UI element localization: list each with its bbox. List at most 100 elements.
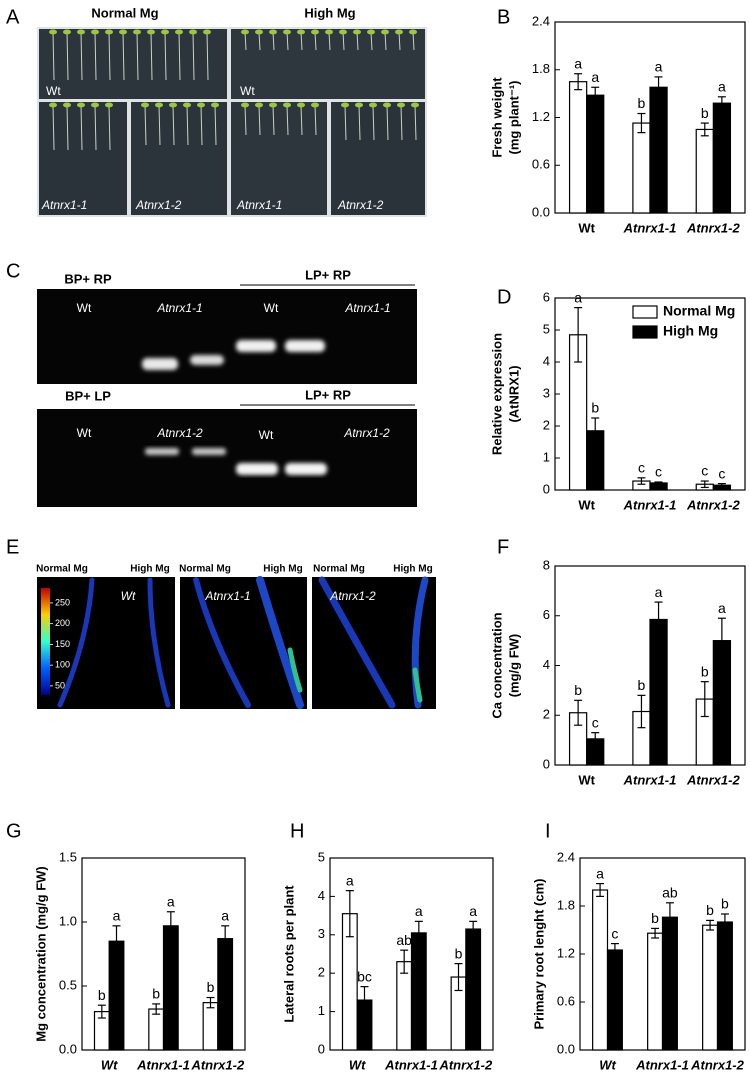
photo-cell — [331, 102, 425, 215]
error-bar — [700, 681, 709, 718]
error-bar — [221, 925, 230, 953]
lane-label: Wt — [77, 426, 92, 440]
seedling-root — [66, 31, 69, 81]
seedling-leaf — [411, 102, 419, 108]
x-tick-label: Atnrx1-2 — [686, 772, 741, 787]
genotype-label: Atnrx1-1 — [236, 198, 282, 212]
bar — [568, 81, 588, 214]
lane-label: Wt — [77, 301, 92, 315]
seedling-root — [122, 31, 125, 81]
primer-label: LP+ RP — [305, 267, 351, 282]
seedling-root — [214, 104, 217, 146]
panel-letter: H — [290, 820, 304, 842]
error-bar — [706, 919, 715, 931]
seedling-root — [94, 31, 97, 81]
band — [236, 340, 276, 352]
colorbar-tick-label: 50 — [55, 680, 65, 690]
y-tick-label: 1.8 — [557, 897, 575, 912]
seedling-root — [384, 31, 387, 51]
seedling-leaf — [91, 29, 99, 35]
y-axis-label: (mg/g FW) — [506, 634, 521, 698]
band — [236, 463, 278, 475]
bar — [695, 128, 714, 214]
root — [412, 667, 423, 703]
y-tick-label: 1.0 — [59, 913, 77, 928]
seedlings — [49, 29, 419, 151]
legend-label: Normal Mg — [663, 303, 735, 319]
y-axis-label: Primary root lenght (cm) — [531, 879, 546, 1030]
panel-letter: G — [6, 820, 22, 842]
root — [256, 576, 304, 709]
y-tick-label: 4 — [543, 657, 550, 672]
genotype-label: Atnrx1-2 — [337, 198, 384, 212]
y-axis-label: (mg plant⁻¹) — [506, 80, 521, 154]
genotype-label: Wt — [240, 84, 255, 98]
significance-letter: b — [98, 987, 106, 1003]
seedling-root — [80, 104, 83, 151]
seedling-root — [52, 104, 55, 151]
error-bar — [654, 601, 663, 638]
significance-letter: b — [638, 677, 646, 693]
error-bar — [414, 920, 423, 946]
y-tick-label: 0.6 — [557, 993, 575, 1008]
bar — [606, 949, 623, 1051]
error-bar — [360, 986, 369, 1015]
error-bar — [610, 942, 619, 958]
seedling-leaf — [283, 29, 291, 35]
seedling-root — [186, 104, 189, 146]
bar — [661, 916, 678, 1051]
significance-letter: b — [706, 902, 714, 918]
bar — [465, 928, 482, 1051]
condition-label: Normal Mg — [36, 564, 88, 575]
gel — [37, 289, 417, 384]
seedling-root — [178, 31, 181, 81]
seedling-root — [272, 104, 275, 136]
primer-label: BP+ RP — [64, 271, 112, 286]
y-tick-label: 3 — [543, 385, 550, 400]
seedling-leaf — [197, 102, 205, 108]
significance-letter: b — [651, 910, 659, 926]
y-tick-label: 1.5 — [59, 849, 77, 864]
seedling-root — [386, 104, 389, 141]
seedling-root — [398, 31, 401, 51]
condition-label: High Mg — [263, 564, 302, 575]
photo-cell — [231, 29, 425, 99]
seedling-leaf — [105, 102, 113, 108]
photo-cell — [131, 102, 227, 215]
bar — [649, 86, 668, 214]
y-axis-label: Ca concentration — [489, 612, 504, 718]
colorbar-tick-label: 150 — [55, 639, 70, 649]
y-tick-label: 6 — [543, 607, 550, 622]
lane-label: Atnrx1-1 — [344, 301, 390, 315]
genotype-label: Atnrx1-1 — [41, 198, 87, 212]
significance-letter: a — [718, 600, 726, 616]
seedling-root — [108, 31, 111, 81]
lane-label: Wt — [259, 428, 274, 442]
seedling-leaf — [341, 102, 349, 108]
significance-letter: a — [574, 55, 582, 71]
error-bar — [717, 96, 726, 111]
significance-letter: b — [591, 400, 599, 416]
significance-letter: c — [718, 465, 725, 481]
y-tick-label: 0 — [318, 1041, 325, 1056]
significance-letter: a — [574, 289, 582, 305]
seedling-root — [314, 31, 317, 51]
significance-letter: c — [701, 463, 708, 479]
bar — [108, 940, 125, 1051]
colorbar — [41, 588, 50, 695]
x-tick-label: Atnrx1-2 — [690, 1057, 745, 1072]
error-bar — [591, 732, 600, 746]
y-tick-label: 0 — [543, 481, 550, 496]
error-bar — [637, 694, 646, 729]
seedling-leaf — [155, 102, 163, 108]
panel-letter: A — [6, 6, 20, 28]
significance-letter: c — [638, 460, 645, 476]
band — [190, 355, 224, 365]
y-tick-label: 0.0 — [59, 1041, 77, 1056]
seedling-root — [108, 104, 111, 151]
seedling-root — [258, 104, 261, 136]
significance-letter: a — [655, 584, 663, 600]
panel-letter: I — [545, 820, 551, 842]
roots — [57, 576, 429, 709]
y-tick-label: 1 — [318, 1003, 325, 1018]
